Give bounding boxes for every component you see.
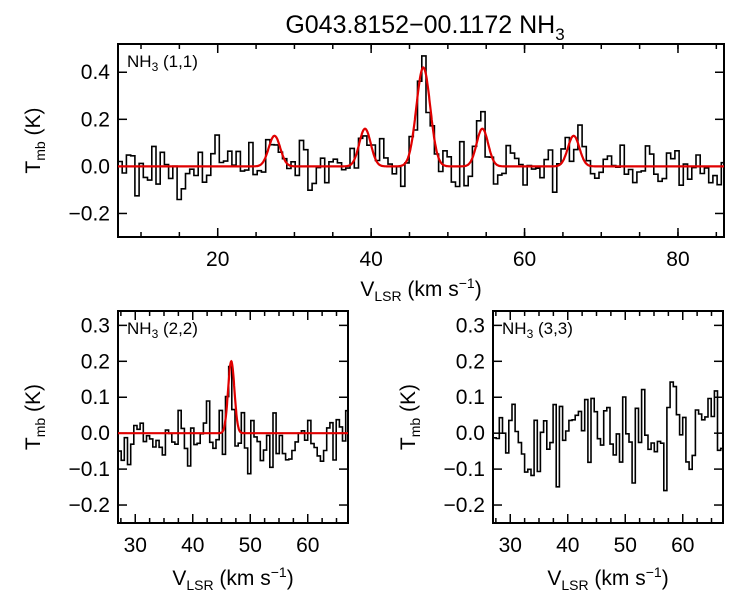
y-tick-label: 0.2 (456, 350, 485, 373)
figure-title: G043.8152−00.1172 NH3 (285, 11, 564, 44)
y-axis-label-sub: mb (407, 418, 423, 438)
y-axis-label-sub: mb (32, 418, 48, 438)
y-tick-label: 0.2 (81, 108, 110, 131)
x-tick-label: 30 (124, 534, 147, 557)
x-axis-label: VLSR (km s−1) (172, 564, 293, 593)
x-axis-label-sub: LSR (374, 288, 401, 304)
x-tick-label: 40 (556, 534, 579, 557)
plot-frame (117, 310, 349, 524)
x-tick-label: 60 (513, 248, 536, 271)
x-tick-label: 40 (359, 248, 382, 271)
x-axis-label-main: V (547, 567, 561, 590)
y-axis-label-unit: (K) (22, 107, 45, 141)
y-tick-label: 0.3 (81, 314, 110, 337)
x-tick-label: 50 (239, 534, 262, 557)
x-axis-label-exp: −1 (459, 275, 475, 291)
fit-curve (118, 359, 348, 435)
x-tick-label: 50 (614, 534, 637, 557)
x-tick-label: 40 (181, 534, 204, 557)
plot-frame (492, 310, 724, 524)
x-axis-label-main: V (360, 278, 374, 301)
x-axis-label: VLSR (km s−1) (547, 564, 668, 593)
transition-label: NH3 (1,1) (127, 52, 198, 74)
y-tick-label: −0.2 (69, 494, 110, 517)
spectrum-line (118, 365, 348, 475)
y-tick-label: −0.2 (69, 202, 110, 225)
y-tick-label: 0.0 (81, 155, 110, 178)
x-axis-label-exp: −1 (271, 564, 287, 580)
x-axis-label-close: ) (662, 567, 669, 590)
y-tick-label: −0.1 (444, 458, 485, 481)
x-axis-label-sub: LSR (561, 577, 588, 593)
y-tick-label: −0.2 (444, 494, 485, 517)
x-tick-label: 30 (499, 534, 522, 557)
panel-2: 30 40 50 60 −0.2 −0.1 0.0 0.1 0.2 0.3 NH3 (2,2) VLS… (22, 310, 349, 593)
transition-label-sub: 3 (527, 327, 534, 341)
panel-1: 20 40 60 80 −0.2 0.0 0.2 0.4 NH3 (1,1) VLSR (km s… (22, 43, 725, 304)
plot-frame (117, 43, 725, 238)
spectrum-line (493, 381, 723, 492)
fit-curve (118, 66, 724, 168)
y-tick-label: 0.4 (81, 61, 111, 84)
y-tick-label: 0.3 (456, 314, 485, 337)
transition-label-rest: (3,3) (533, 319, 573, 338)
y-axis-label-sub: mb (32, 141, 48, 161)
y-axis-label: Tmb (K) (22, 384, 48, 450)
y-tick-label: 0.1 (456, 386, 485, 409)
panels: 20 40 60 80−0.20.00.20.4 NH3 (1,1)VLSR (km s… (22, 43, 725, 593)
y-tick-label: 0.1 (81, 386, 110, 409)
y-tick-label: 0.0 (81, 422, 110, 445)
y-axis-label-unit: (K) (397, 384, 420, 418)
x-tick-label: 20 (206, 248, 229, 271)
x-tick-label: 60 (296, 534, 319, 557)
x-axis-label-close: ) (287, 567, 294, 590)
x-axis-label: VLSR (km s−1) (360, 275, 481, 304)
transition-label: NH3 (3,3) (502, 319, 573, 341)
x-axis-label-unit: (km s (214, 567, 271, 590)
transition-label-main: NH (127, 319, 152, 338)
x-axis-label-unit: (km s (402, 278, 459, 301)
y-axis-label-main: T (22, 161, 45, 174)
x-tick-label: 80 (666, 248, 689, 271)
y-tick-label: −0.1 (69, 458, 110, 481)
y-axis-label-main: T (22, 437, 45, 450)
x-axis-label-close: ) (475, 278, 482, 301)
y-axis-label-unit: (K) (22, 384, 45, 418)
transition-label-sub: 3 (152, 327, 159, 341)
y-tick-label: 0.2 (81, 350, 110, 373)
x-axis-label-main: V (172, 567, 186, 590)
transition-label-main: NH (502, 319, 527, 338)
panel-3: 30 40 50 60 −0.2 −0.1 0.0 0.1 0.2 0.3 NH3 (3,3) VLS… (397, 310, 724, 593)
transition-label-main: NH (127, 52, 152, 71)
x-axis-label-unit: (km s (589, 567, 646, 590)
y-axis-label: Tmb (K) (22, 107, 48, 173)
y-axis-label-main: T (397, 437, 420, 450)
transition-label-rest: (2,2) (158, 319, 198, 338)
transition-label-rest: (1,1) (158, 52, 198, 71)
x-axis-label-exp: −1 (646, 564, 662, 580)
y-axis-label: Tmb (K) (397, 384, 423, 450)
x-axis-label-sub: LSR (186, 577, 213, 593)
transition-label: NH3 (2,2) (127, 319, 198, 341)
y-tick-label: 0.0 (456, 422, 485, 445)
transition-label-sub: 3 (152, 60, 159, 74)
x-tick-label: 60 (671, 534, 694, 557)
